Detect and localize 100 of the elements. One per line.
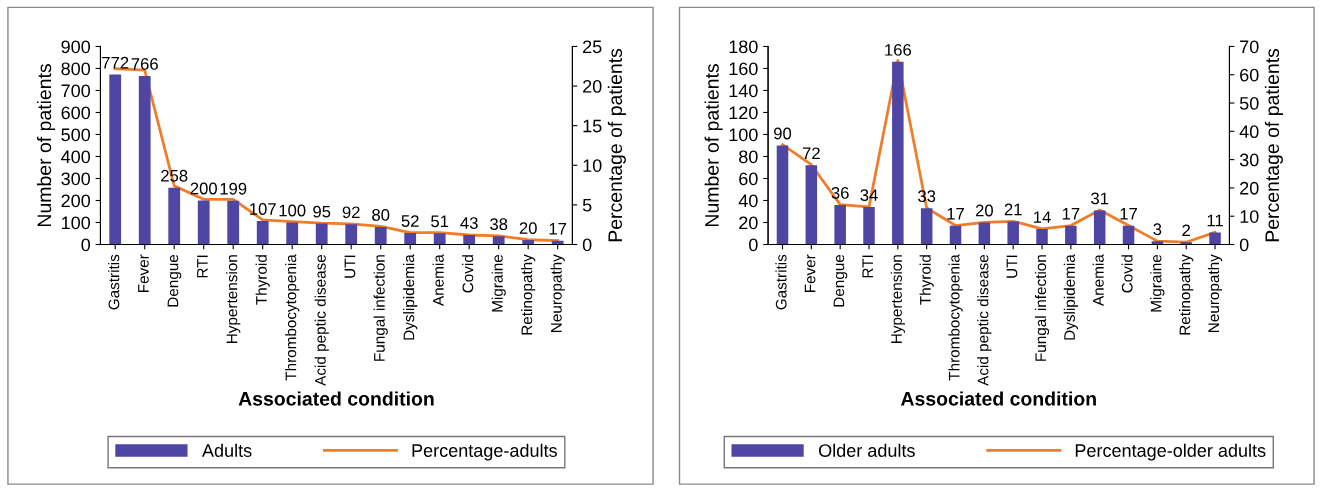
y2-tick-label: 15 — [583, 119, 602, 133]
bar — [168, 187, 181, 245]
x-tick-label: UTI — [1006, 255, 1018, 278]
data-label: 20 — [975, 204, 993, 217]
legend-label: Percentage-older adults — [1075, 443, 1266, 461]
bar — [1007, 221, 1019, 245]
y-tick-label: 200 — [61, 194, 91, 208]
data-label: 17 — [1062, 208, 1080, 220]
legend-label: Adults — [202, 443, 252, 457]
x-tick-label: Thrombocytopenia — [285, 254, 300, 381]
bar — [404, 233, 417, 245]
x-tick-label: Retinopathy — [1179, 254, 1194, 335]
x-axis-title: Associated condition — [238, 391, 434, 406]
x-tick-label: Covid — [1121, 255, 1133, 293]
y2-tick-label: 0 — [1239, 238, 1249, 252]
bar — [109, 74, 122, 245]
data-label: 17 — [947, 208, 964, 220]
x-tick-label: Hypertension — [226, 255, 241, 343]
y2-tick-label: 20 — [1240, 181, 1259, 195]
data-label: 51 — [431, 215, 449, 228]
bar — [1209, 232, 1221, 245]
data-label: 11 — [1207, 214, 1223, 227]
y-tick-label: 100 — [62, 216, 91, 230]
y-tick-label: 300 — [61, 172, 91, 186]
y-tick-label: 0 — [81, 238, 91, 252]
x-tick-label: RTI — [862, 255, 873, 278]
bar — [1065, 225, 1077, 245]
x-tick-label: Acid peptic disease — [314, 254, 329, 386]
data-label: 100 — [279, 204, 306, 217]
y-tick-label: 40 — [738, 194, 758, 208]
x-tick-label: Neuropathy — [550, 254, 565, 332]
x-tick-label: Thrombocytopenia — [948, 254, 963, 381]
bar — [286, 222, 299, 245]
bar — [805, 165, 818, 245]
y-tick-label: 800 — [61, 62, 91, 76]
x-tick-label: Thyroid — [255, 255, 270, 305]
x-tick-label: Retinopathy — [521, 254, 536, 335]
y-tick-label: 160 — [729, 62, 758, 76]
y2-axis-title: Percentage of patients — [1264, 48, 1283, 242]
bar — [949, 225, 962, 245]
y-axis-title: Number of patients — [36, 64, 56, 227]
bar — [978, 222, 991, 245]
y-tick-label: 600 — [61, 106, 91, 120]
data-label: 772 — [102, 56, 129, 69]
y2-tick-label: 20 — [583, 80, 602, 93]
x-tick-label: UTI — [344, 255, 356, 278]
y2-tick-label: 25 — [583, 40, 602, 54]
y2-tick-label: 5 — [582, 199, 592, 212]
data-label: 80 — [372, 209, 390, 221]
x-axis-title: Associated condition — [900, 391, 1096, 406]
data-label: 199 — [220, 182, 247, 195]
bar — [463, 235, 476, 245]
bar — [345, 224, 358, 245]
data-label: 20 — [519, 222, 537, 235]
x-tick-label: Migraine — [1150, 254, 1165, 312]
bar — [256, 220, 269, 245]
y2-tick-label: 70 — [1240, 40, 1259, 54]
x-tick-label: Hypertension — [890, 255, 905, 343]
bar — [227, 200, 240, 245]
data-label: 14 — [1034, 211, 1051, 223]
x-tick-label: Dengue — [167, 254, 182, 307]
bar — [776, 145, 789, 245]
x-tick-label: Thyroid — [919, 255, 934, 305]
x-tick-label: Neuropathy — [1207, 254, 1223, 332]
x-tick-label: Dengue — [833, 254, 848, 307]
data-label: 31 — [1091, 192, 1109, 205]
data-label: 21 — [1004, 203, 1022, 216]
y2-tick-label: 50 — [1239, 96, 1259, 110]
x-tick-label: Gastritis — [775, 254, 787, 310]
legend-label: Percentage-adults — [412, 443, 557, 461]
y2-tick-label: 10 — [583, 159, 602, 172]
y2-tick-label: 40 — [1239, 125, 1259, 139]
y-tick-label: 180 — [729, 40, 758, 54]
bar — [433, 233, 446, 245]
bar — [315, 223, 328, 245]
bar — [522, 240, 535, 245]
y-tick-label: 900 — [61, 40, 91, 54]
bar — [374, 226, 387, 245]
bar — [1122, 225, 1135, 245]
data-label: 92 — [342, 206, 360, 219]
x-tick-label: Fever — [138, 254, 149, 293]
legend-label: Older adults — [819, 443, 915, 457]
y-tick-label: 80 — [739, 150, 758, 164]
y2-tick-label: 10 — [1240, 210, 1259, 223]
y-tick-label: 700 — [61, 84, 91, 98]
y-tick-label: 500 — [61, 128, 91, 142]
data-label: 200 — [190, 182, 217, 195]
data-label: 17 — [1120, 208, 1137, 220]
bar — [892, 61, 904, 245]
y2-tick-label: 60 — [1240, 68, 1259, 82]
data-label: 166 — [885, 43, 912, 56]
bar — [1093, 210, 1106, 245]
x-tick-label: Anemia — [1092, 254, 1104, 306]
x-tick-label: Gastritis — [108, 254, 120, 310]
y-tick-label: 20 — [739, 216, 758, 230]
data-label: 43 — [460, 217, 478, 229]
data-label: 95 — [313, 205, 331, 218]
data-label: 107 — [250, 203, 276, 215]
bar — [920, 208, 933, 245]
x-tick-label: Migraine — [491, 254, 506, 312]
